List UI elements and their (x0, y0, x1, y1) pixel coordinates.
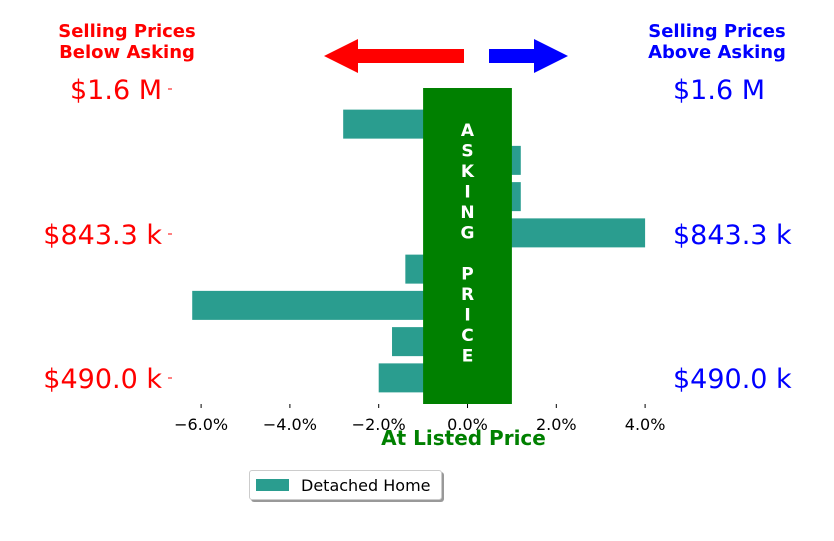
asking-price-label-char: E (462, 347, 474, 367)
asking-price-label-char: K (461, 162, 475, 182)
asking-price-band (423, 88, 512, 404)
asking-price-label-char: I (464, 183, 470, 203)
below-asking-header: Selling Prices Below Asking (27, 21, 227, 63)
ytick-label-right: $1.6 M (673, 75, 765, 106)
xtick-label: 2.0% (536, 415, 577, 434)
asking-price-label-char: R (461, 285, 474, 305)
asking-price-label-char: P (461, 265, 473, 285)
arrow-left-shaft (357, 49, 464, 63)
xtick-label: −2.0% (352, 415, 406, 434)
xtick-label: 4.0% (625, 415, 666, 434)
above-asking-header: Selling Prices Above Asking (617, 21, 817, 63)
ytick-label-right: $490.0 k (673, 364, 792, 395)
below-asking-header-line1: Selling Prices (58, 21, 196, 42)
xtick-label: −4.0% (263, 415, 317, 434)
x-axis-label: At Listed Price (381, 426, 546, 450)
arrow-right-head (534, 39, 568, 73)
ytick-label-left: $1.6 M (70, 75, 162, 106)
ytick-label-left: $490.0 k (43, 364, 162, 395)
asking-price-label-char: A (461, 121, 475, 141)
bar-6 (192, 290, 468, 320)
below-asking-header-line2: Below Asking (59, 42, 195, 63)
above-asking-header-line2: Above Asking (648, 42, 786, 63)
asking-price-label-char: I (464, 306, 470, 326)
asking-price-label-char: G (461, 224, 475, 244)
arrow-left-head (324, 39, 358, 73)
asking-price-label-char: S (461, 142, 473, 162)
asking-price-label-char: C (461, 326, 473, 346)
asking-price-label-char: N (460, 203, 474, 223)
legend-swatch (256, 479, 289, 491)
ytick-label-right: $843.3 k (673, 220, 792, 251)
xtick-label: 0.0% (447, 415, 488, 434)
ytick-label-left: $843.3 k (43, 220, 162, 251)
arrow-left-icon (324, 39, 464, 73)
xtick-label: −6.0% (174, 415, 228, 434)
arrow-right-shaft (489, 49, 536, 63)
arrow-right-icon (489, 39, 568, 73)
legend-label: Detached Home (301, 475, 431, 495)
above-asking-header-line1: Selling Prices (648, 21, 786, 42)
chart-legend: Detached Home (249, 470, 442, 500)
